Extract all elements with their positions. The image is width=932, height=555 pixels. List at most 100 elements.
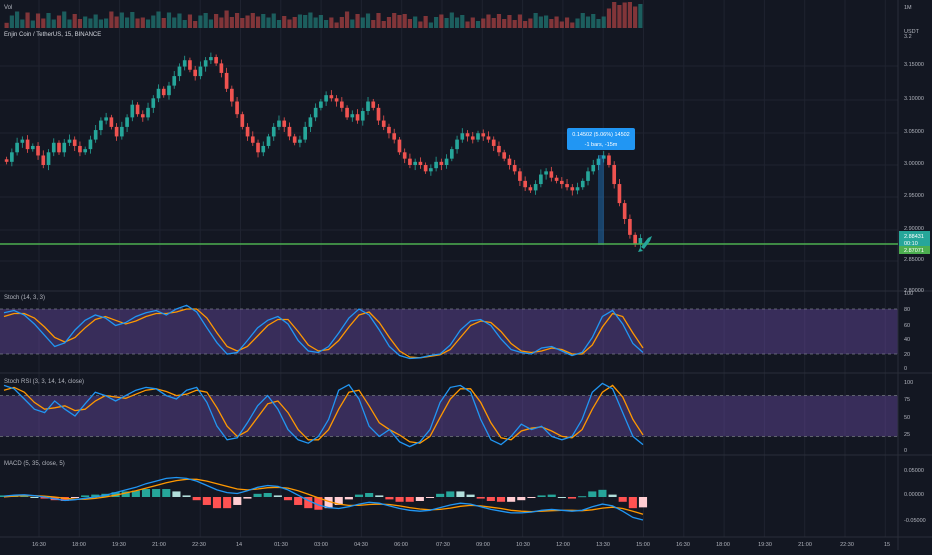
macd-histogram-bar [304, 497, 313, 509]
candle-body [345, 107, 349, 118]
volume-bar [177, 13, 182, 28]
macd-histogram-bar [537, 495, 546, 497]
candle-body [83, 149, 88, 153]
volume-bar [528, 18, 533, 28]
volume-bar [402, 14, 407, 28]
candle-body [214, 57, 218, 64]
candle-body [266, 136, 271, 146]
candle-body [36, 145, 40, 156]
price-line-badge [899, 246, 930, 254]
volume-bar [554, 16, 559, 28]
stoch-tick: 100 [904, 291, 913, 297]
stoch-tick: 80 [904, 307, 910, 313]
volume-bar [591, 14, 596, 28]
volume-bar [83, 16, 88, 28]
macd-histogram-bar [385, 497, 394, 500]
volume-bar [145, 19, 151, 28]
candle-body [99, 120, 103, 131]
volume-bar [114, 16, 119, 28]
candle-body [303, 126, 308, 140]
volume-bar [30, 20, 35, 28]
stoch-rsi-label[interactable]: Stoch RSI (3, 3, 14, 14, close) [4, 379, 84, 385]
volume-bar [255, 16, 261, 28]
candle-body [570, 187, 575, 191]
macd-histogram-bar [628, 497, 637, 509]
macd-histogram-bar [192, 497, 201, 501]
candle-body [392, 133, 397, 140]
macd-histogram-bar [344, 497, 353, 500]
macd-line [3, 476, 644, 521]
time-tick: 16:30 [676, 542, 690, 548]
volume-bar [580, 13, 585, 28]
candle-body [444, 158, 449, 165]
candle-body [402, 152, 407, 159]
volume-bar [407, 19, 413, 28]
volume-bar [465, 21, 470, 28]
candle-body [376, 107, 381, 121]
volume-bar [41, 18, 46, 28]
volume-bar [523, 21, 528, 28]
time-tick: 12:00 [556, 542, 570, 548]
macd-histogram-bar [202, 497, 211, 505]
volume-bar [606, 8, 612, 28]
volume-bar [470, 17, 475, 28]
candle-body [580, 180, 585, 188]
macd-panel[interactable] [0, 476, 648, 521]
volume-bar [172, 17, 177, 28]
stoch-label[interactable]: Stoch (14, 3, 3) [4, 295, 45, 301]
volume-bar [46, 13, 51, 28]
candle-body [203, 60, 208, 67]
candle-body [250, 136, 255, 143]
candle-body [518, 171, 522, 181]
volume-bar [585, 16, 591, 28]
time-tick: 13:30 [596, 542, 610, 548]
time-tick: 22:30 [192, 542, 206, 548]
candle-body [387, 126, 391, 134]
time-axis[interactable]: 16:30 18:00 19:30 21:00 22:30 14 01:30 0… [32, 542, 890, 548]
volume-bar [365, 13, 371, 28]
candle-body [366, 101, 370, 112]
stoch-panel[interactable] [0, 304, 898, 360]
candle-body [617, 184, 622, 204]
time-tick: 21:00 [798, 542, 812, 548]
volume-bar [203, 13, 208, 28]
volume-label: Vol [4, 5, 12, 11]
candle-body [638, 238, 643, 245]
macd-tick: -0.05000 [904, 518, 926, 524]
stoch-rsi-panel[interactable] [0, 382, 898, 448]
volume-scale-label: 1M [904, 5, 912, 11]
volume-bar [303, 15, 308, 28]
macd-histogram-bar [223, 497, 232, 509]
macd-label[interactable]: MACD (5, 35, close, 5) [4, 461, 65, 467]
volume-bar [439, 14, 444, 28]
candle-body [591, 165, 596, 172]
stoch-rsi-tick: 75 [904, 397, 910, 403]
symbol-title[interactable]: Enjin Coin / TetherUS, 15, BINANCE [4, 32, 101, 38]
volume-bar [434, 17, 439, 28]
macd-histogram-bar [233, 497, 242, 505]
macd-histogram-bar [212, 497, 222, 509]
candle-body [533, 184, 538, 191]
volume-bar [627, 2, 633, 28]
time-tick: 15:00 [636, 542, 650, 548]
measure-tooltip: 0.14502 (5.06%) 14502 -1 bars, -15m [567, 128, 635, 150]
price-axis[interactable]: 1M USDT 3.2 3.15000 3.10000 3.05000 3.00… [899, 5, 930, 294]
price-tick: 3.00000 [904, 161, 924, 167]
macd-histogram-bar [456, 491, 465, 497]
price-tick: 2.90000 [904, 226, 924, 232]
macd-histogram-bar [415, 497, 424, 501]
macd-histogram-bar [354, 494, 364, 497]
candle-body [423, 165, 428, 172]
volume-bar [413, 16, 418, 28]
volume-bar [486, 14, 491, 28]
volume-bar [612, 2, 617, 28]
candle-body [413, 161, 417, 165]
stoch-tick: 60 [904, 323, 910, 329]
candle-body [230, 88, 234, 102]
volume-bar [35, 13, 41, 28]
macd-histogram-bar [507, 497, 516, 502]
candle-body [10, 152, 14, 162]
time-tick: 22:30 [840, 542, 854, 548]
